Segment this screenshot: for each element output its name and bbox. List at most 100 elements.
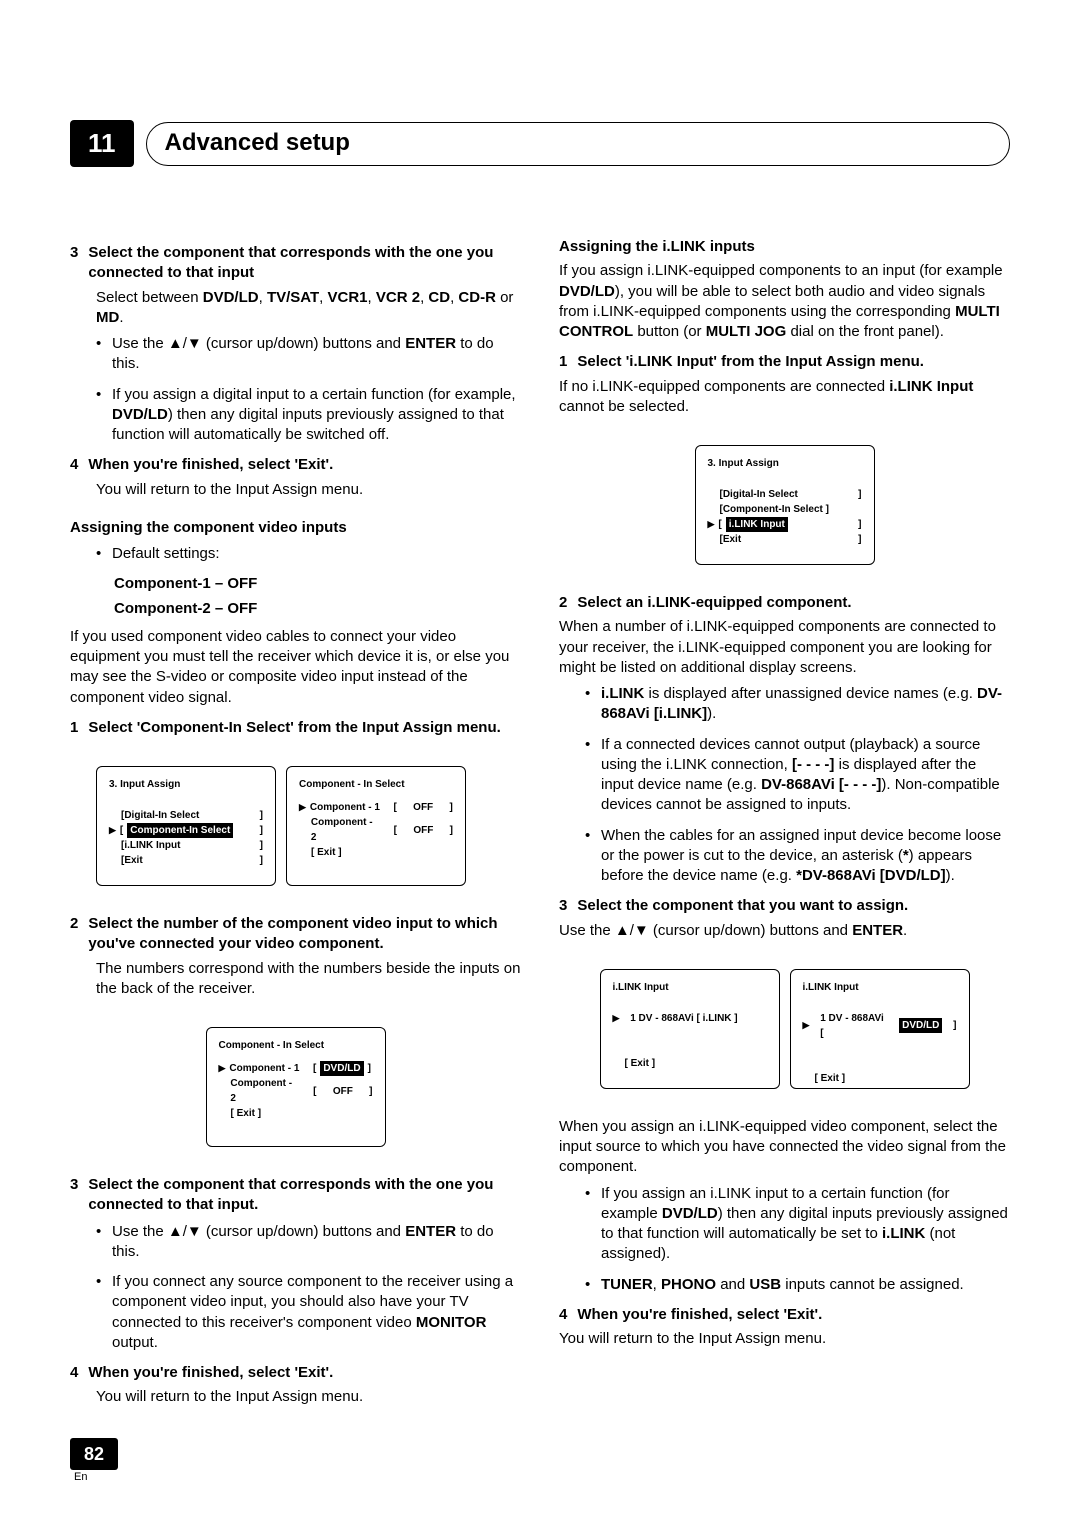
- osd-text: [Digital-In Select: [121, 808, 199, 823]
- osd-text: [: [120, 823, 123, 838]
- text: ,: [259, 289, 267, 306]
- step-number: 4: [559, 1305, 567, 1325]
- text: Use the: [112, 335, 168, 352]
- step-text: Select the component that corresponds wi…: [88, 1175, 521, 1216]
- osd-text: ]: [368, 1061, 371, 1076]
- step-3-bullets: Use the ▲/▼ (cursor up/down) buttons and…: [96, 334, 521, 445]
- text: .: [903, 922, 907, 939]
- sec1-step1-head: 1 Select 'Component-In Select' from the …: [70, 718, 521, 738]
- osd-text: ]: [450, 823, 453, 838]
- osd-pair-1: 3. Input Assign [Digital-In Select] ▶[Co…: [96, 752, 521, 900]
- text: (cursor up/down) buttons and: [649, 922, 852, 939]
- sec2-paragraph-2: When you assign an i.LINK-equipped video…: [559, 1117, 1010, 1178]
- text: dial on the front panel).: [786, 323, 944, 340]
- bold: DVD/LD: [112, 406, 168, 423]
- sec2-step4-body: You will return to the Input Assign menu…: [559, 1329, 1010, 1349]
- osd-row: Component - 2 [ OFF ]: [299, 815, 453, 845]
- text: Use the: [559, 922, 615, 939]
- osd-highlight: DVD/LD: [320, 1061, 363, 1076]
- bold: MULTI JOG: [706, 323, 787, 340]
- osd-text: OFF: [333, 1084, 353, 1099]
- osd-title: i.LINK Input: [613, 980, 767, 995]
- text: ,: [653, 1276, 661, 1293]
- chapter-title: Advanced setup: [165, 127, 350, 159]
- text: Use the: [112, 1223, 168, 1240]
- osd-text: [i.LINK Input: [121, 838, 180, 853]
- sec1-step4-head: 4 When you're finished, select 'Exit'.: [70, 1363, 521, 1383]
- osd-text: ]: [369, 1084, 372, 1099]
- bold: TUNER: [601, 1276, 653, 1293]
- sec1-step3-head: 3 Select the component that corresponds …: [70, 1175, 521, 1216]
- bold: DV-868AVi [- - - -]: [761, 776, 881, 793]
- osd-row: [i.LINK Input]: [109, 838, 263, 853]
- text: or: [496, 289, 514, 306]
- bold: PHONO: [661, 1276, 716, 1293]
- step-number: 4: [70, 455, 78, 475]
- default-comp2: Component-2 – OFF: [114, 599, 521, 619]
- bullet: Use the ▲/▼ (cursor up/down) buttons and…: [96, 334, 521, 375]
- osd-title: i.LINK Input: [803, 980, 957, 995]
- osd-row: [ Exit ]: [803, 1071, 957, 1086]
- bold: [- - - -]: [792, 756, 834, 773]
- osd-row: [ Exit ]: [299, 845, 453, 860]
- triangle-icon: ▶: [299, 801, 306, 815]
- right-column: Assigning the i.LINK inputs If you assig…: [559, 237, 1010, 1408]
- osd-title: Component - In Select: [299, 777, 453, 792]
- bold: *DV-868AVi [DVD/LD]: [796, 867, 945, 884]
- osd-ilink-input-2: i.LINK Input ▶ 1 DV - 868AVi [ DVD/LD ] …: [790, 969, 970, 1089]
- sec2-step4-head: 4 When you're finished, select 'Exit'.: [559, 1305, 1010, 1325]
- osd-input-assign: 3. Input Assign [Digital-In Select] ▶[Co…: [96, 766, 276, 886]
- osd-row: [Digital-In Select]: [708, 487, 862, 502]
- osd-text: Component - 2: [311, 815, 380, 845]
- sec2-bullets-2: If you assign an i.LINK input to a certa…: [585, 1184, 1010, 1295]
- bullet: Use the ▲/▼ (cursor up/down) buttons and…: [96, 1222, 521, 1263]
- osd-row: [Exit]: [109, 853, 263, 868]
- osd-highlight: Component-In Select: [127, 823, 233, 838]
- step-text: When you're finished, select 'Exit'.: [88, 1363, 521, 1383]
- bullet: When the cables for an assigned input de…: [585, 826, 1010, 887]
- osd-input-assign-ilink: 3. Input Assign [Digital-In Select] [Com…: [695, 445, 875, 565]
- text: Select between: [96, 289, 203, 306]
- bold: VCR1: [328, 289, 368, 306]
- osd-text: ]: [260, 853, 263, 868]
- bold: VCR 2: [376, 289, 420, 306]
- osd-text: Component - 1: [310, 800, 380, 815]
- text: If you assign a digital input to a certa…: [112, 386, 516, 403]
- section-paragraph: If you used component video cables to co…: [70, 627, 521, 708]
- osd-text: [Digital-In Select: [720, 487, 798, 502]
- osd-text: [ Exit ]: [815, 1071, 846, 1086]
- step-text: Select 'Component-In Select' from the In…: [88, 718, 521, 738]
- text: ), you will be able to select both audio…: [559, 283, 985, 320]
- step-3-body: Select between DVD/LD, TV/SAT, VCR1, VCR…: [96, 288, 521, 329]
- step-text: Select the number of the component video…: [88, 914, 521, 955]
- osd-text: ]: [450, 800, 453, 815]
- step-text: When you're finished, select 'Exit'.: [88, 455, 521, 475]
- text: If no i.LINK-equipped components are con…: [559, 378, 889, 395]
- osd-row: [ Exit ]: [219, 1106, 373, 1121]
- text: output.: [112, 1334, 158, 1351]
- bullet: If you connect any source component to t…: [96, 1272, 521, 1353]
- triangle-icon: ▶: [803, 1019, 810, 1033]
- text: ) then any digital inputs previously ass…: [112, 406, 504, 443]
- sec2-step1-head: 1 Select 'i.LINK Input' from the Input A…: [559, 352, 1010, 372]
- text: (cursor up/down) buttons and: [202, 1223, 405, 1240]
- section-heading: Assigning the i.LINK inputs: [559, 237, 1010, 257]
- osd-row: [Component-In Select ]: [708, 502, 862, 517]
- osd-text: [: [718, 517, 721, 532]
- bold: ENTER: [405, 335, 456, 352]
- osd-text: [Exit: [720, 532, 742, 547]
- step-text: Select the component that you want to as…: [577, 896, 1010, 916]
- text: is displayed after unassigned device nam…: [644, 685, 977, 702]
- default-comp1: Component-1 – OFF: [114, 574, 521, 594]
- osd-text: [: [394, 823, 397, 838]
- osd-title: Component - In Select: [219, 1038, 373, 1053]
- bold: DVD/LD: [662, 1205, 718, 1222]
- text: (cursor up/down) buttons and: [202, 335, 405, 352]
- osd-text: [ Exit ]: [625, 1056, 656, 1071]
- osd-text: OFF: [413, 823, 433, 838]
- triangle-icon: ▶: [613, 1012, 620, 1026]
- osd-text: [Component-In Select ]: [720, 502, 829, 517]
- osd-component-select-dvd: Component - In Select ▶Component - 1 [DV…: [206, 1027, 386, 1147]
- osd-text: ]: [260, 808, 263, 823]
- text: ).: [707, 705, 716, 722]
